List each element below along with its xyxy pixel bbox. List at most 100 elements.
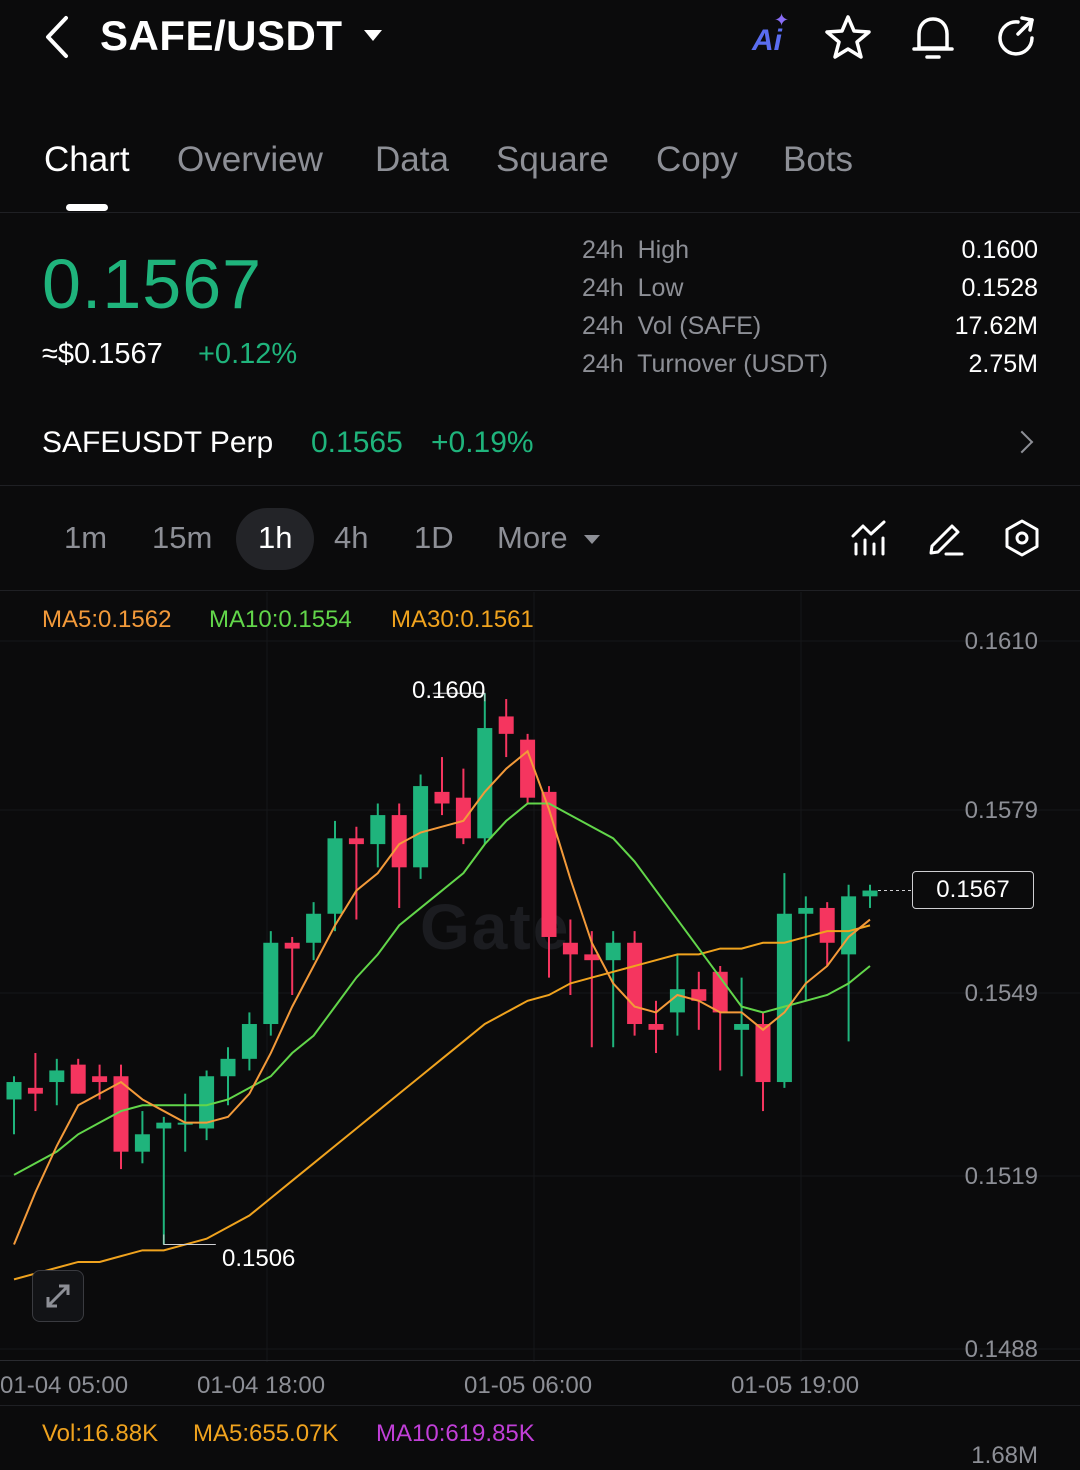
candle-down [92,1076,108,1083]
candlestick-chart[interactable] [0,592,1080,1362]
stat-24h-low-label: 24h Low [582,274,684,302]
candle-down [498,716,514,734]
perp-divider [0,485,1080,486]
x-tick-label: 01-04 05:00 [0,1372,129,1399]
volume-ma5-legend: MA5:655.07K [193,1420,339,1447]
candle-up [220,1058,236,1077]
sparkle-icon: ✦ [774,10,790,30]
candle-down [391,815,407,868]
candle-down [284,942,300,949]
ma30-legend: MA30:0.1561 [391,606,534,633]
candle-up [49,1070,65,1083]
tab-square[interactable]: Square [496,140,609,179]
candle-down [562,942,578,955]
expand-chart-button[interactable] [32,1270,84,1322]
interval-divider [0,590,1080,591]
y-tick-label: 0.1488 [964,1336,1038,1363]
volume-divider [0,1405,1080,1406]
tab-copy[interactable]: Copy [656,140,738,179]
x-tick-label: 01-05 06:00 [464,1372,593,1399]
selected-interval-pill [236,508,314,570]
tab-chart[interactable]: Chart [44,140,130,179]
candle-up [306,913,322,943]
candle-down [520,739,536,798]
candle-down [70,1064,86,1094]
candle-down [584,954,600,961]
y-tick-label: 0.1610 [964,628,1038,655]
stat-24h-high-value: 0.1600 [961,236,1038,264]
stat-24h-turnover-value: 2.75M [968,350,1038,378]
candle-up [669,989,685,1013]
more-caret-icon [584,535,600,544]
interval-1d[interactable]: 1D [414,520,454,555]
candle-down [819,907,835,943]
candle-down [455,797,471,839]
ai-label: Ai [752,24,782,57]
candle-down [434,791,450,804]
indicators-icon[interactable] [850,518,890,558]
candle-down [755,1024,771,1083]
ai-assistant-button[interactable]: Ai ✦ [748,10,792,60]
candle-up [798,907,814,914]
candle-up [413,786,429,868]
interval-1m[interactable]: 1m [64,520,108,555]
pair-title[interactable]: SAFE/USDT [100,12,343,59]
candle-up [841,896,857,955]
y-tick-label: 0.1549 [964,980,1038,1007]
candle-down [627,942,643,1025]
last-price: 0.1567 [42,245,263,323]
chart-settings-icon[interactable] [1002,518,1042,558]
ma5-line [13,749,871,1245]
candle-up [199,1076,215,1129]
back-icon[interactable] [40,14,76,60]
expand-icon [46,1284,70,1308]
candle-up [134,1134,150,1152]
candle-up [263,942,279,1025]
candle-down [113,1076,129,1152]
x-tick-label: 01-04 18:00 [197,1372,326,1399]
stat-24h-turnover-label: 24h Turnover (USDT) [582,350,828,378]
x-tick-label: 01-05 19:00 [731,1372,860,1399]
candle-up [327,838,343,914]
x-axis-divider [0,1360,1080,1361]
usd-price: ≈$0.1567 [42,338,163,370]
stat-24h-vol-label: 24h Vol (SAFE) [582,312,762,340]
candle-up [477,728,493,839]
interval-15m[interactable]: 15m [152,520,213,555]
candle-down [648,1024,664,1030]
tab-data[interactable]: Data [375,140,449,179]
tabs-divider [0,212,1080,213]
ma10-line [13,802,871,1176]
tab-bots[interactable]: Bots [783,140,854,179]
high-marker-line [432,692,486,702]
ma30-line [13,924,871,1281]
low-marker-label: 0.1506 [222,1245,296,1272]
interval-more[interactable]: More [497,520,568,555]
candle-up [241,1024,257,1059]
candle-up [605,942,621,961]
high-marker-label: 0.1600 [412,677,486,704]
perp-change-pct: +0.19% [431,426,534,459]
stat-24h-high-label: 24h High [582,236,690,264]
pair-dropdown-caret-icon[interactable] [364,30,382,41]
candle-down [348,838,364,845]
share-icon[interactable] [994,14,1040,60]
chevron-right-icon [1010,430,1034,454]
candle-up [370,815,386,845]
price-change-pct: +0.12% [198,338,298,370]
tab-overview[interactable]: Overview [177,140,323,179]
stat-24h-low-value: 0.1528 [961,274,1038,302]
candle-down [27,1087,43,1094]
draw-pencil-icon[interactable] [926,518,966,558]
candle-up [156,1122,172,1129]
interval-4h[interactable]: 4h [334,520,369,555]
candle-down [541,791,557,937]
perp-name: SAFEUSDT Perp [42,426,274,459]
perp-row[interactable]: SAFEUSDT Perp 0.1565 +0.19% [0,410,1080,480]
candle-up [862,890,878,897]
bell-icon[interactable] [910,12,956,62]
favorite-star-icon[interactable] [824,14,872,60]
perp-price: 0.1565 [311,426,403,459]
interval-1h[interactable]: 1h [258,520,293,555]
volume-legend: Vol:16.88K [42,1420,159,1447]
